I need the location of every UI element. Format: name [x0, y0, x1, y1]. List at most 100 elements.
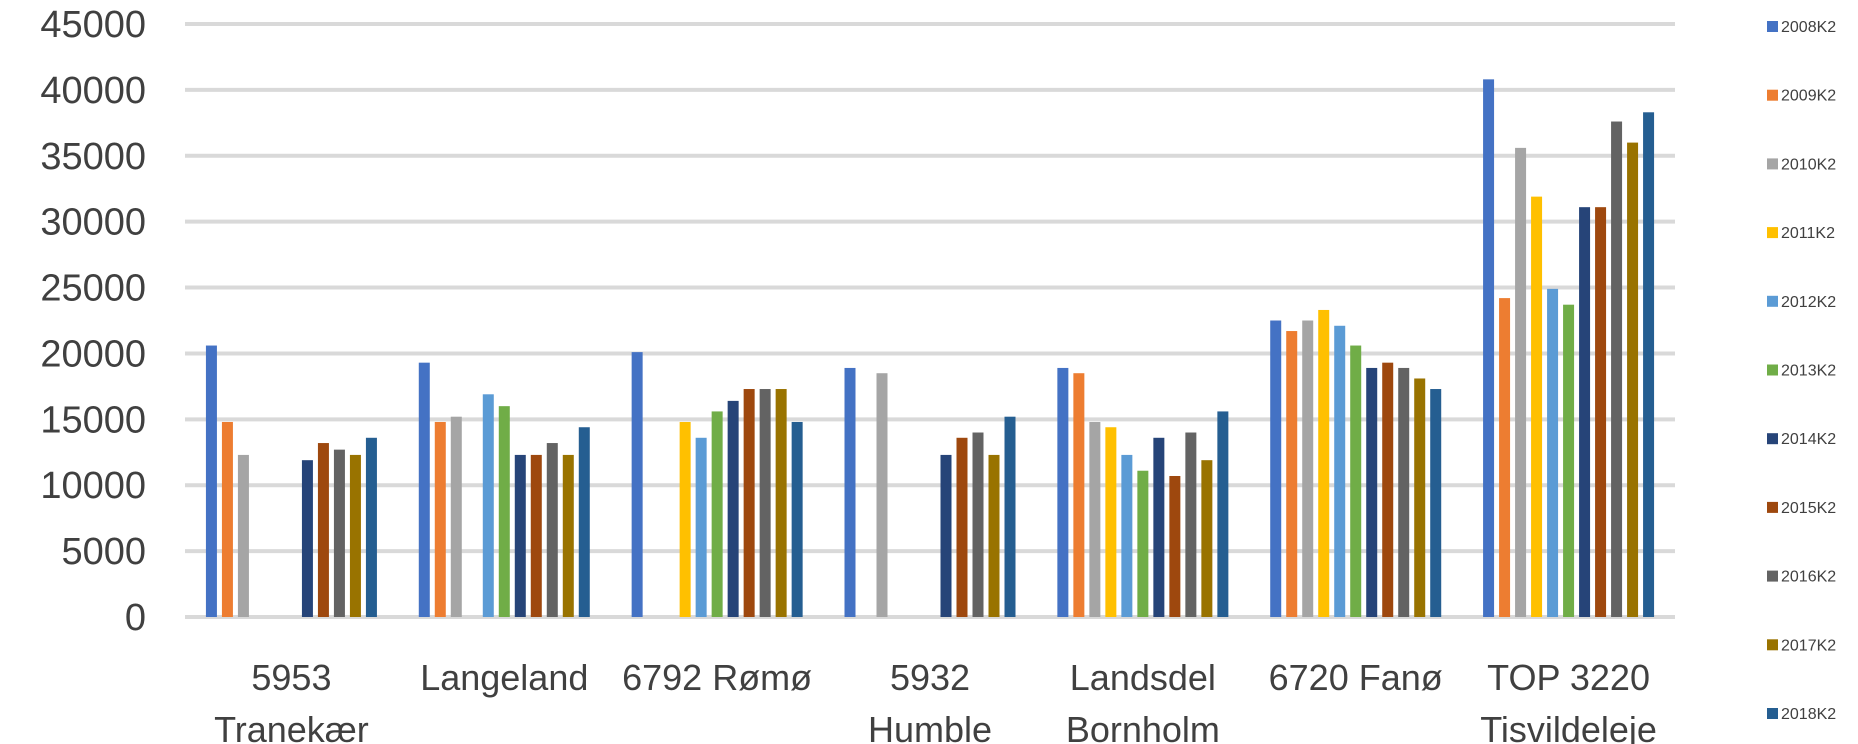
bar — [1366, 367, 1378, 617]
legend-swatch — [1767, 570, 1778, 582]
bar — [956, 437, 968, 617]
bar — [1217, 411, 1229, 617]
legend-label: 2011K2 — [1781, 225, 1835, 242]
legend-label: 2009K2 — [1781, 88, 1836, 105]
y-tick-label: 25000 — [40, 268, 146, 310]
bar — [1430, 389, 1442, 617]
bar — [876, 373, 888, 617]
bar — [1137, 470, 1149, 617]
x-tick-label: Tisvildeleje — [1480, 709, 1657, 744]
bar — [578, 427, 590, 617]
bar — [434, 421, 446, 617]
legend-swatch — [1767, 433, 1778, 445]
bar — [450, 416, 462, 617]
bar — [1302, 320, 1314, 617]
gridlines — [185, 22, 1675, 619]
y-tick-label: 5000 — [61, 531, 146, 573]
bar — [1201, 460, 1213, 617]
bars — [205, 79, 1655, 618]
bar — [940, 454, 952, 617]
bar — [775, 389, 787, 617]
y-tick-label: 45000 — [40, 4, 146, 46]
bar — [333, 449, 345, 617]
y-axis-tick-labels: 0 5000 10000 15000 20000 25000 30000 35000 40000… — [40, 4, 146, 639]
legend-label: 2012K2 — [1781, 294, 1836, 311]
bar — [1185, 432, 1197, 617]
x-tick-label: 6720 Fanø — [1269, 657, 1443, 698]
legend-label: 2013K2 — [1781, 363, 1836, 380]
bar — [301, 460, 313, 617]
bar — [1004, 416, 1016, 617]
bar — [743, 389, 755, 617]
bar — [1595, 207, 1607, 617]
bar — [1350, 345, 1362, 617]
y-tick-label: 10000 — [40, 465, 146, 507]
legend-swatch — [1767, 158, 1778, 170]
legend-label: 2010K2 — [1781, 156, 1836, 173]
y-tick-label: 40000 — [40, 70, 146, 112]
bar — [365, 437, 377, 617]
bar — [418, 362, 430, 617]
bar — [727, 400, 739, 617]
bar — [1105, 427, 1117, 617]
bar — [317, 443, 329, 617]
bar — [711, 411, 723, 617]
bar — [679, 421, 691, 617]
legend-swatch — [1767, 501, 1778, 513]
bar — [1483, 79, 1495, 617]
y-tick-label: 35000 — [40, 136, 146, 178]
bar — [695, 437, 707, 617]
x-axis-tick-labels: 5953 Tranekær Langeland 6792 Rømø 5932 Humble… — [214, 657, 1657, 744]
legend-swatch — [1767, 89, 1778, 101]
bar — [1057, 367, 1069, 617]
bar — [972, 432, 984, 617]
legend-label: 2016K2 — [1781, 569, 1836, 586]
bar — [498, 406, 510, 617]
y-tick-label: 30000 — [40, 202, 146, 244]
bar — [1318, 309, 1330, 617]
legend-label: 2014K2 — [1781, 431, 1836, 448]
bar — [1563, 304, 1575, 617]
bar — [221, 421, 233, 617]
legend-label: 2017K2 — [1781, 637, 1836, 654]
bar — [1499, 298, 1511, 617]
y-tick-label: 15000 — [40, 399, 146, 441]
bar — [482, 394, 494, 617]
bar — [237, 454, 249, 617]
legend-swatch — [1767, 295, 1778, 307]
legend: 2008K2 2009K2 2010K2 2011K2 2012K2 2013K2 2014… — [1767, 19, 1836, 723]
x-tick-label: 5932 — [890, 657, 970, 698]
bar — [1270, 320, 1282, 617]
bar — [349, 454, 361, 617]
bar — [546, 443, 558, 617]
legend-swatch — [1767, 364, 1778, 376]
x-tick-label: Langeland — [420, 657, 588, 698]
bar — [530, 454, 542, 617]
legend-swatch — [1767, 21, 1778, 32]
legend-label: 2008K2 — [1781, 19, 1836, 36]
bar — [1627, 142, 1639, 617]
bar — [1286, 331, 1298, 617]
bar — [759, 389, 771, 617]
x-tick-label: Tranekær — [214, 709, 369, 744]
y-tick-label: 0 — [125, 597, 146, 639]
x-tick-label: Landsdel — [1070, 657, 1216, 698]
bar — [1382, 362, 1394, 617]
bar — [1547, 288, 1559, 617]
bar — [1611, 121, 1623, 617]
x-tick-label: TOP 3220 — [1487, 657, 1650, 698]
bar — [1515, 147, 1527, 618]
bar — [1398, 367, 1410, 617]
bar — [205, 345, 217, 617]
bar — [1579, 207, 1591, 617]
bar — [1169, 475, 1181, 617]
bar — [1089, 421, 1101, 617]
bar — [1334, 325, 1346, 617]
legend-swatch — [1767, 227, 1778, 239]
bar — [1073, 373, 1085, 617]
y-tick-label: 20000 — [40, 333, 146, 375]
bar — [844, 367, 856, 617]
x-tick-label: Bornholm — [1066, 709, 1220, 744]
legend-label: 2015K2 — [1781, 500, 1836, 517]
